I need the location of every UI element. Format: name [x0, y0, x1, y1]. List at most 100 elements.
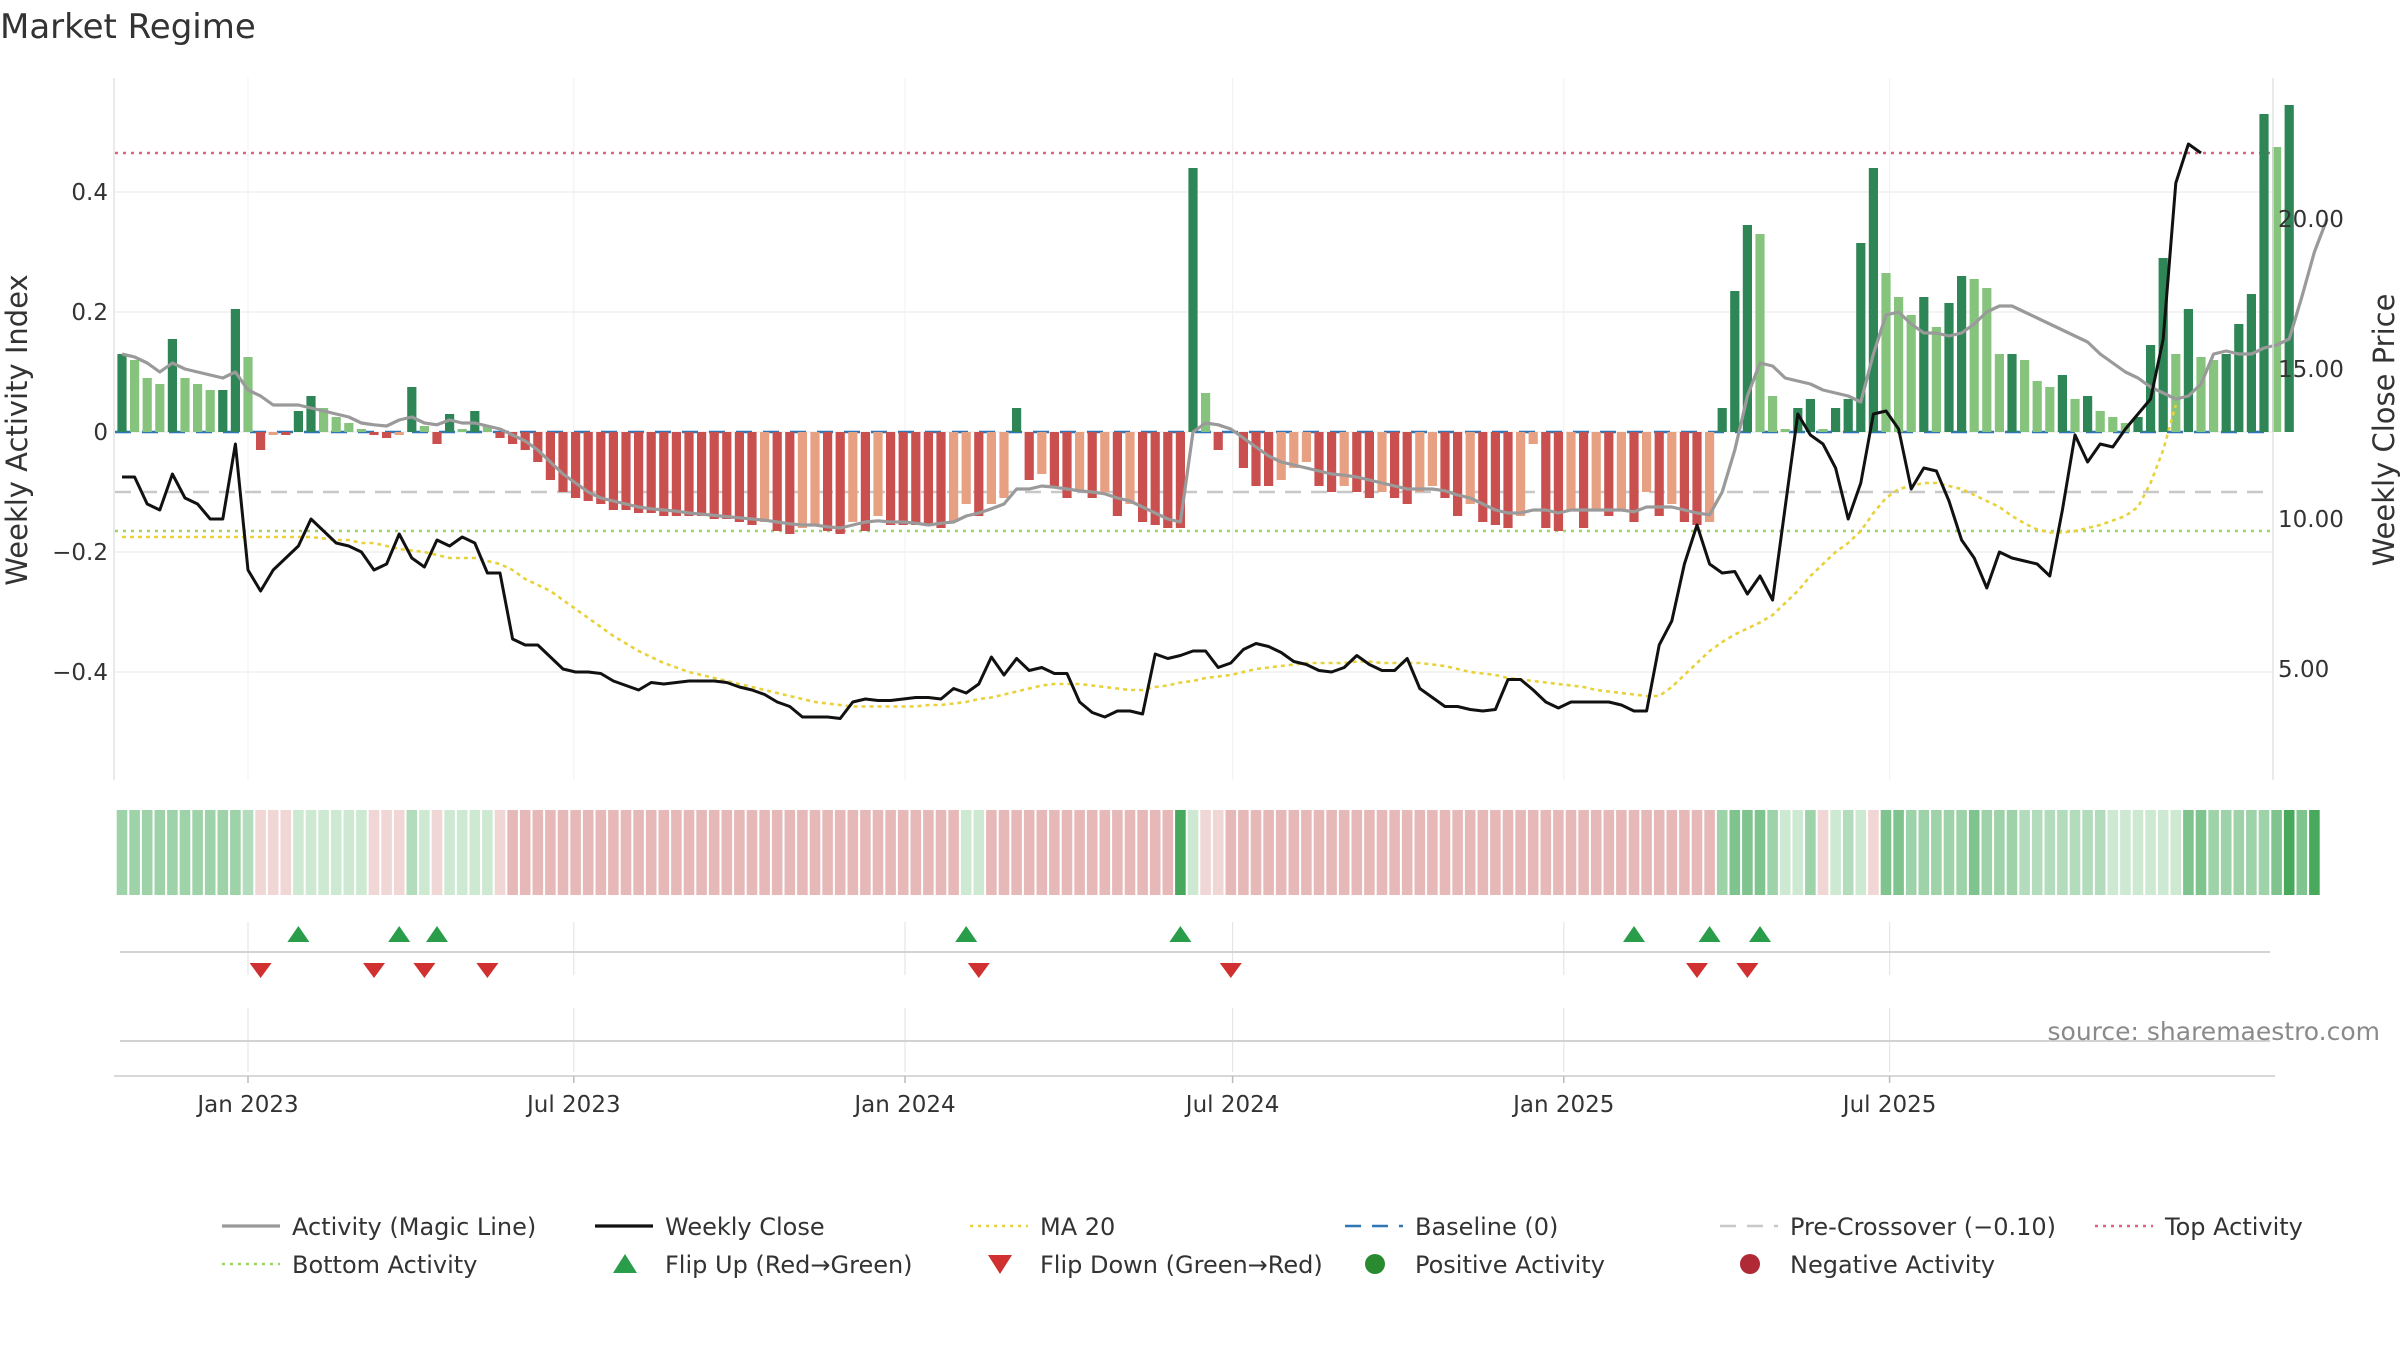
- regime-strip-cell: [2019, 810, 2030, 895]
- activity-bar: [1024, 432, 1034, 480]
- regime-strip-cell: [2170, 810, 2182, 895]
- regime-strip-cell: [1956, 810, 1967, 895]
- regime-strip-cell: [2283, 810, 2295, 895]
- regime-strip-cell: [809, 810, 821, 895]
- activity-bar: [709, 432, 719, 519]
- flip-up-marker: [955, 926, 978, 942]
- activity-bar: [974, 432, 984, 516]
- flip-down-marker: [1686, 963, 1708, 978]
- regime-strip-cell: [1716, 810, 1728, 895]
- weekly-close-line: [122, 142, 2202, 720]
- flip-up-marker: [1169, 926, 1192, 942]
- activity-bar: [482, 426, 492, 432]
- regime-strip-cell: [2233, 810, 2245, 895]
- regime-strip-cell: [431, 810, 443, 895]
- activity-bar: [886, 432, 896, 525]
- activity-bar: [1251, 432, 1261, 486]
- activity-bar: [1364, 432, 1374, 498]
- regime-strip-cell: [1767, 810, 1778, 895]
- activity-bar: [155, 384, 165, 432]
- legend-item: Bottom Activity: [222, 1251, 477, 1279]
- regime-strip-cell: [305, 810, 317, 895]
- regime-strip-cell: [1868, 810, 1879, 895]
- regime-strip-cell: [834, 810, 846, 895]
- activity-bar: [2095, 411, 2105, 432]
- activity-bar: [1604, 432, 1614, 516]
- regime-strip-cell: [1515, 810, 1526, 895]
- activity-bar: [1402, 432, 1412, 504]
- regime-strip-cell: [721, 810, 733, 895]
- activity-bar: [1049, 432, 1059, 486]
- activity-bar: [193, 384, 203, 432]
- regime-strip-cell: [608, 810, 619, 895]
- regime-strip-cell: [204, 810, 216, 895]
- regime-strip-cell: [2006, 810, 2018, 895]
- activity-bar: [1818, 429, 1828, 432]
- regime-strip-cell: [1351, 810, 1363, 895]
- regime-strip-cell: [1779, 810, 1791, 895]
- regime-strip-cell: [1288, 810, 1300, 895]
- legend-label: Flip Up (Red→Green): [665, 1251, 913, 1279]
- activity-bar: [1339, 432, 1349, 486]
- activity-bar: [1528, 432, 1538, 444]
- legend-item: Flip Down (Green→Red): [988, 1251, 1323, 1279]
- activity-bar: [1213, 432, 1223, 450]
- regime-strip-cell: [595, 810, 607, 895]
- activity-bar: [1906, 315, 1916, 432]
- activity-bar: [1616, 432, 1626, 510]
- regime-strip-cell: [1200, 810, 1211, 895]
- left-tick-label: 0.4: [71, 180, 108, 206]
- right-tick-label: 20.00: [2278, 207, 2344, 233]
- legend-item: Baseline (0): [1345, 1213, 1558, 1241]
- regime-strip-cell: [1653, 810, 1665, 895]
- legend-swatch: [988, 1255, 1012, 1274]
- regime-strip-cell: [1112, 810, 1123, 895]
- activity-bar: [1516, 432, 1526, 516]
- activity-bar: [1427, 432, 1437, 486]
- regime-strip-cell: [1679, 810, 1690, 895]
- activity-bar: [1062, 432, 1072, 498]
- activity-bar: [382, 432, 392, 438]
- regime-strip-cell: [759, 810, 770, 895]
- activity-bar: [1453, 432, 1463, 516]
- activity-bar: [2108, 417, 2118, 432]
- regime-strip-cell: [897, 810, 909, 895]
- regime-strip-cell: [1301, 810, 1312, 895]
- flip-down-marker: [967, 963, 990, 978]
- activity-bar: [508, 432, 518, 444]
- legend-swatch: [1740, 1254, 1760, 1274]
- activity-bar: [331, 417, 341, 432]
- regime-strip-cell: [1729, 810, 1741, 895]
- activity-bar: [1654, 432, 1664, 516]
- regime-strip-cell: [1049, 810, 1060, 895]
- flip-down-marker: [249, 963, 272, 978]
- regime-strip-cell: [570, 810, 581, 895]
- regime-strip-cell: [1364, 810, 1375, 895]
- flip-down-marker: [476, 963, 499, 978]
- regime-strip-cell: [1754, 810, 1766, 895]
- regime-strip-cell: [1149, 810, 1161, 895]
- activity-bar: [293, 411, 303, 432]
- bottom-panel: [114, 1040, 2275, 1077]
- regime-strip-cell: [1578, 810, 1589, 895]
- flip-down-marker: [1219, 963, 1242, 978]
- activity-bar: [860, 432, 870, 531]
- activity-bar: [1490, 432, 1500, 525]
- activity-bar: [243, 357, 253, 432]
- regime-strip-cell: [1691, 810, 1703, 895]
- activity-bar: [1175, 432, 1185, 528]
- regime-strip-cell: [2183, 810, 2194, 895]
- regime-strip-cell: [923, 810, 934, 895]
- activity-bar: [2083, 396, 2093, 432]
- activity-bar: [949, 432, 959, 522]
- legend-label: Weekly Close: [665, 1213, 825, 1241]
- activity-bar: [722, 432, 732, 519]
- regime-strip-cell: [822, 810, 833, 895]
- regime-strip-cell: [1313, 810, 1325, 895]
- legend-item: Top Activity: [2095, 1213, 2303, 1241]
- activity-bar: [256, 432, 266, 450]
- regime-strip-cell: [1011, 810, 1022, 895]
- regime-strip-cell: [2082, 810, 2093, 895]
- regime-strip-cell: [1427, 810, 1438, 895]
- activity-bar: [571, 432, 581, 498]
